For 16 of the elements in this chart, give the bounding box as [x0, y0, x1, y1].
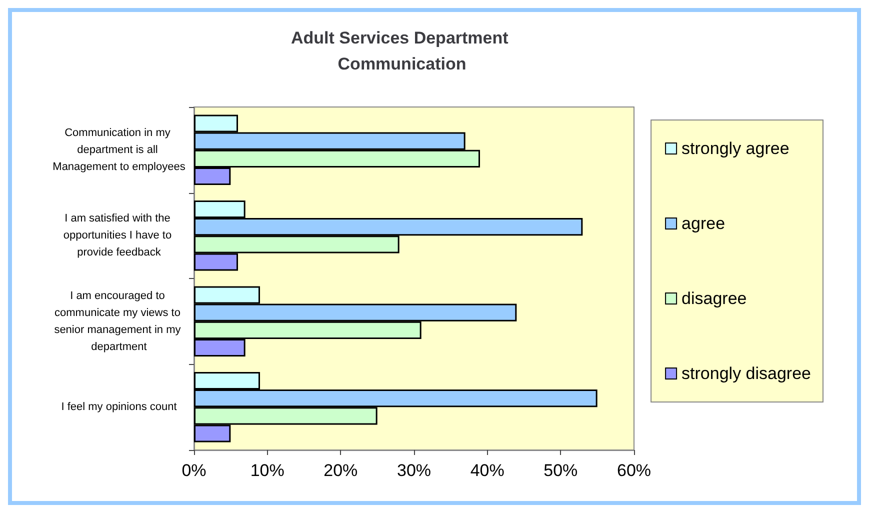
x-tick-label: 50%: [544, 461, 578, 480]
x-tick-label: 10%: [250, 461, 284, 480]
y-tick-label: I feel my opinions count: [61, 401, 177, 414]
y-tick-label: I am satisfied with the opportunities I have to provide feedback: [63, 212, 175, 259]
x-tick-label: 0%: [182, 461, 206, 480]
x-tick-label: 60%: [616, 461, 652, 480]
legend-label: agree: [682, 214, 726, 233]
legend-label: disagree: [682, 289, 747, 308]
legend-label: strongly agree: [682, 139, 790, 158]
x-tick-label: 20%: [324, 461, 358, 480]
y-tick-label: I am encouraged to communicate my views to senior management in my department: [54, 290, 184, 353]
chart-title: Adult Services Department Communication: [290, 28, 514, 74]
x-tick-label: 40%: [470, 461, 504, 480]
x-tick-label: 30%: [396, 461, 432, 480]
y-tick-label: Communication in my department is all Management to employees: [52, 126, 186, 173]
legend-label: strongly disagree: [682, 364, 812, 383]
